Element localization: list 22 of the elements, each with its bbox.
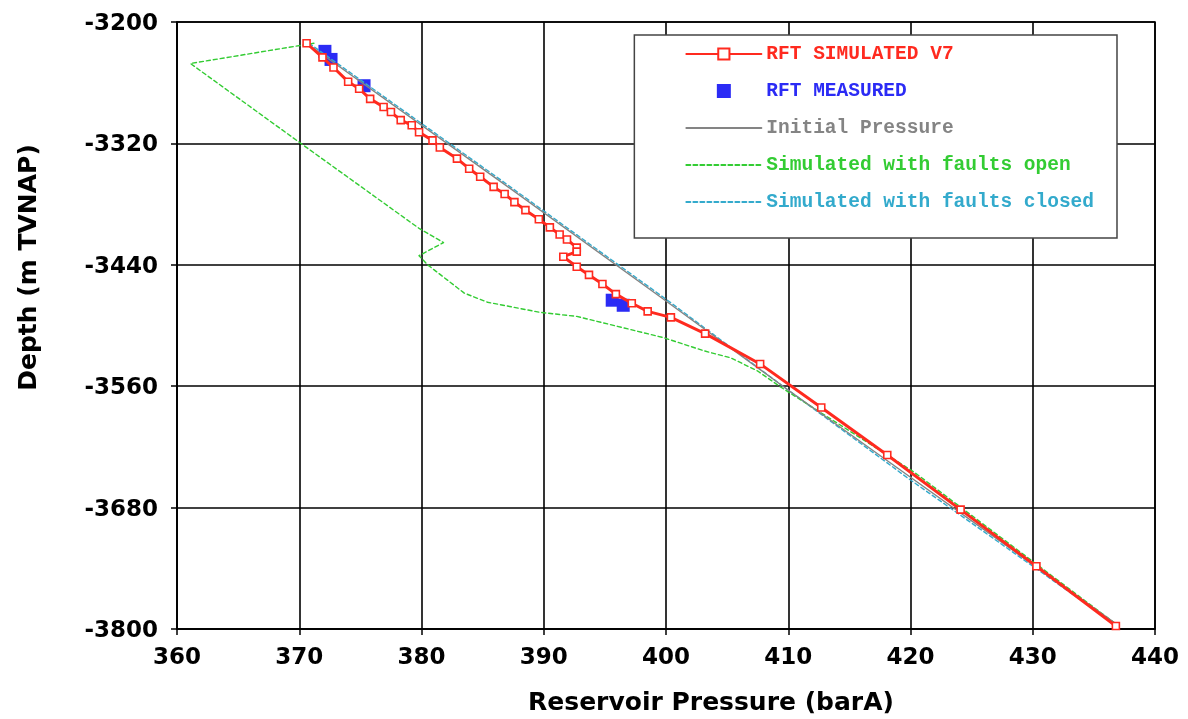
y-tick-label: -3680 [84, 494, 158, 521]
legend-label: RFT SIMULATED V7 [766, 43, 954, 65]
x-tick-label: 400 [641, 642, 691, 669]
x-tick-label: 430 [1008, 642, 1057, 669]
x-tick-label: 360 [152, 642, 202, 669]
y-tick-label: -3560 [84, 373, 158, 400]
x-axis-title: Reservoir Pressure (barA) [528, 687, 894, 716]
x-tick-label: 390 [519, 642, 568, 669]
x-tick-label: 370 [275, 642, 324, 669]
legend-label: Simulated with faults open [766, 154, 1071, 176]
legend-label: Initial Pressure [766, 117, 954, 139]
y-tick-label: -3200 [84, 9, 158, 35]
y-tick-label: -3800 [84, 616, 158, 642]
x-tick-label: 440 [1130, 642, 1180, 669]
x-tick-label: 410 [764, 642, 813, 669]
y-axis-title: Depth (m TVNAP) [13, 144, 42, 391]
y-tick-label: -3440 [84, 251, 158, 278]
x-tick-label: 380 [397, 642, 446, 669]
y-tick-label: -3320 [84, 130, 158, 157]
x-tick-label: 420 [886, 642, 935, 669]
legend-label: Simulated with faults closed [766, 191, 1094, 213]
legend-label: RFT MEASURED [766, 80, 907, 102]
